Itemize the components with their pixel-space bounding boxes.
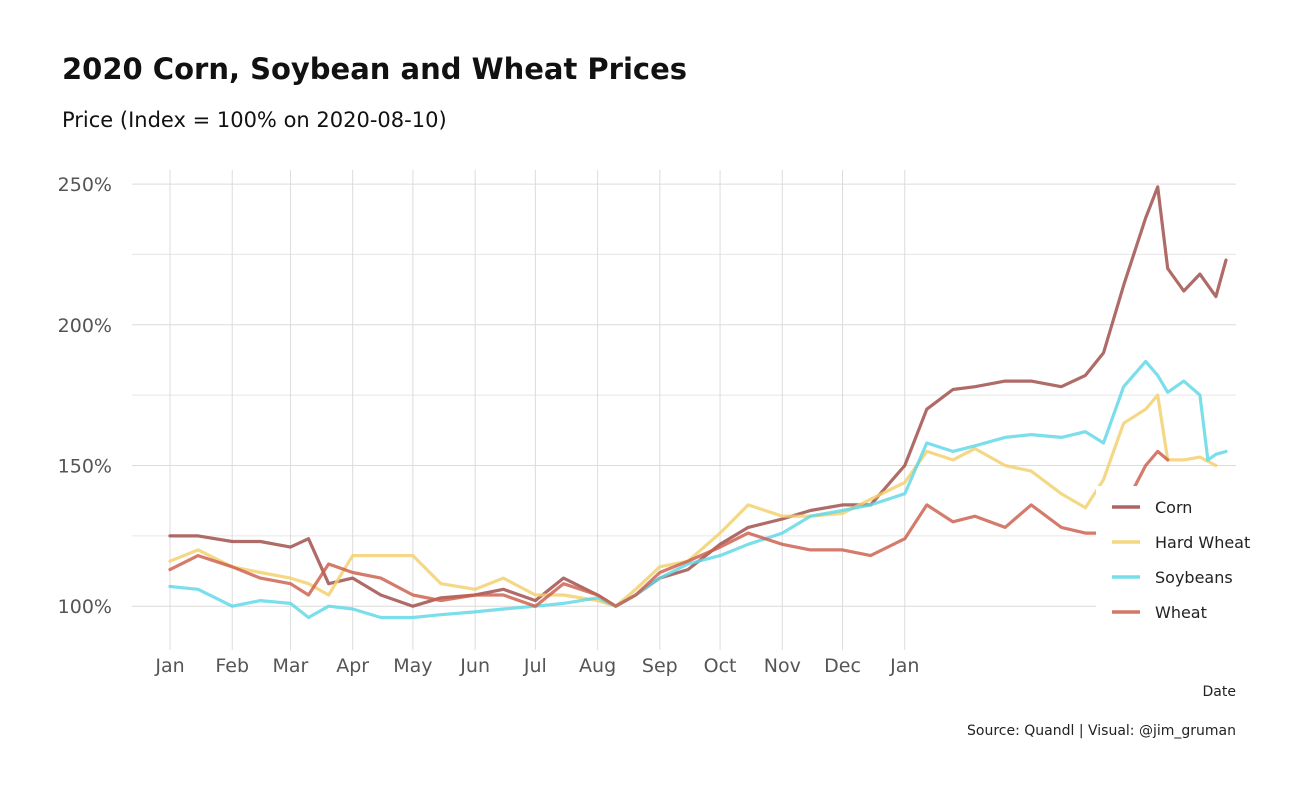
x-axis-title: Date — [1203, 684, 1236, 700]
x-tick-label: Jan — [889, 655, 919, 677]
legend-label: Soybeans — [1155, 568, 1233, 587]
caption: Source: Quandl | Visual: @jim_gruman — [967, 723, 1236, 739]
y-tick-label: 150% — [58, 456, 112, 478]
x-tick-label: Jul — [523, 655, 547, 677]
x-tick-label: Apr — [336, 655, 369, 677]
x-tick-label: Sep — [642, 655, 678, 677]
series-line-wheat — [168, 449, 1170, 608]
x-tick-label: Aug — [579, 655, 616, 677]
x-tick-label: Oct — [704, 655, 737, 677]
legend-label: Hard Wheat — [1155, 533, 1250, 552]
series-lines — [168, 185, 1228, 620]
x-tick-label: Mar — [273, 655, 309, 677]
grid-lines — [132, 170, 1236, 650]
x-tick-label: May — [393, 655, 432, 677]
legend: Corn Hard Wheat Soybeans Wheat — [1096, 486, 1256, 630]
series-line-hard-wheat — [168, 393, 1218, 608]
x-tick-label: Jan — [154, 655, 184, 677]
legend-background — [1096, 486, 1256, 630]
x-tick-label: Dec — [824, 655, 861, 677]
legend-label: Wheat — [1155, 603, 1207, 622]
x-tick-label: Jun — [459, 655, 490, 677]
chart-subtitle: Price (Index = 100% on 2020-08-10) — [62, 108, 447, 132]
y-tick-label: 100% — [58, 596, 112, 618]
chart-title: 2020 Corn, Soybean and Wheat Prices — [62, 52, 688, 86]
y-tick-label: 200% — [58, 315, 112, 337]
series-line-corn — [168, 185, 1228, 608]
x-tick-label: Nov — [764, 655, 801, 677]
y-tick-label: 250% — [58, 174, 112, 196]
x-tick-label: Feb — [215, 655, 249, 677]
legend-label: Corn — [1155, 498, 1192, 517]
series-line-soybeans — [168, 359, 1228, 620]
axis-ticks: 100% 150% 200% 250% Jan Feb Mar Apr May Jun Jul Aug… — [58, 174, 920, 677]
